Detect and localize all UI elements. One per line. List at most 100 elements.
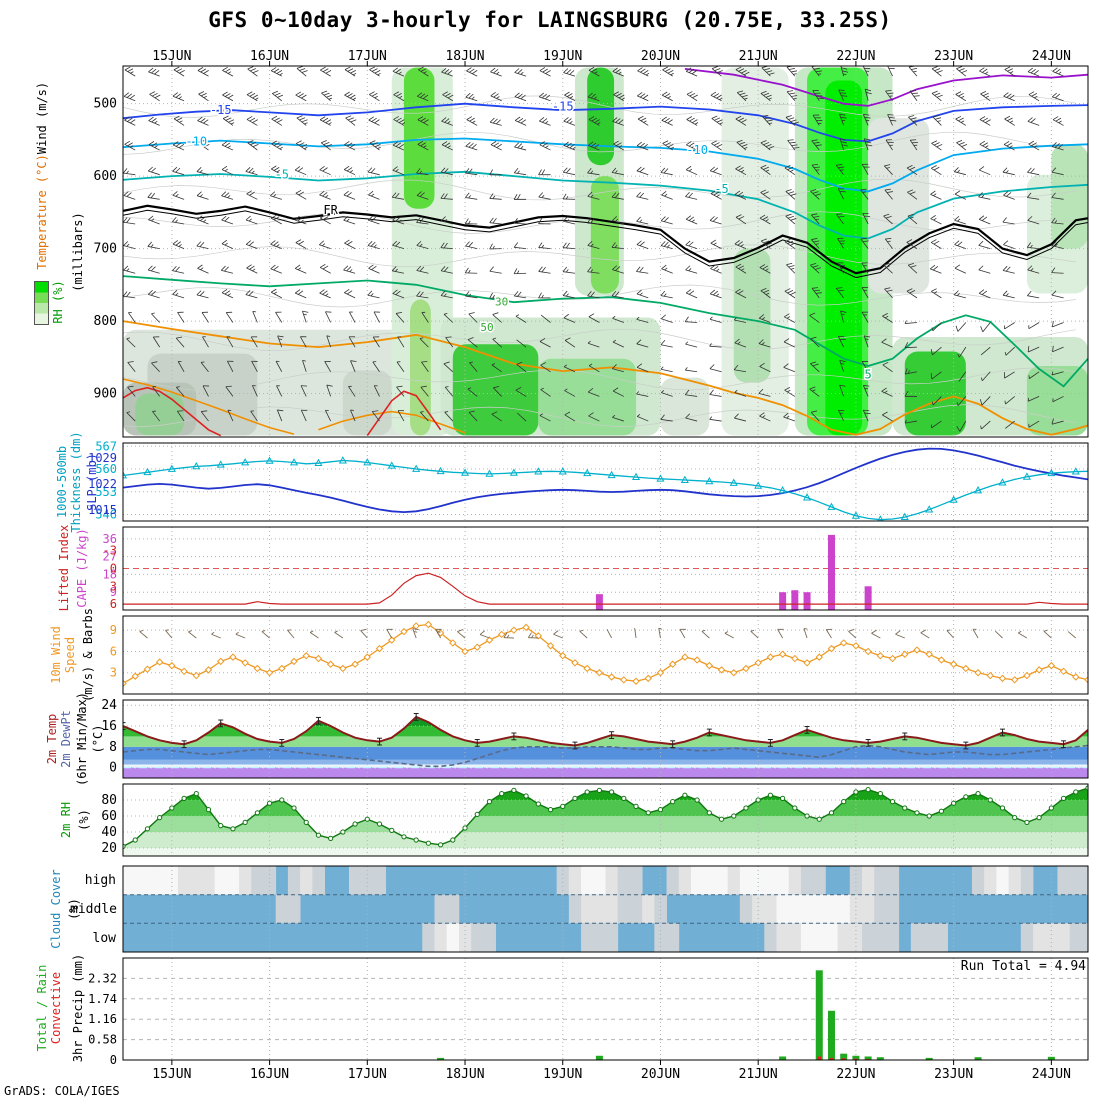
axis-label-degc: (°C) bbox=[91, 724, 105, 754]
svg-text:2.32: 2.32 bbox=[88, 971, 117, 985]
run-total-text: Run Total = 4.94 bbox=[960, 959, 1086, 974]
panel-cloud-axis bbox=[122, 865, 1089, 953]
svg-text:0.58: 0.58 bbox=[88, 1033, 117, 1047]
axis-label-wind10m-1: 10m Wind bbox=[49, 626, 63, 684]
svg-text:16JUN: 16JUN bbox=[250, 1067, 289, 1082]
svg-text:-5: -5 bbox=[714, 182, 728, 196]
axis-label-3hr-precip: 3hr Precip (mm) bbox=[71, 953, 85, 1063]
svg-text:0: 0 bbox=[110, 562, 117, 576]
svg-text:9: 9 bbox=[110, 585, 117, 599]
page-title: GFS 0~10day 3-hourly for LAINGSBURG (20.… bbox=[208, 8, 892, 32]
panel-cloud bbox=[123, 866, 1088, 952]
svg-text:1022: 1022 bbox=[88, 477, 117, 491]
cloud-row-low: low bbox=[92, 931, 116, 946]
svg-text:16: 16 bbox=[101, 719, 117, 734]
svg-text:567: 567 bbox=[95, 439, 117, 453]
axis-label-wind10m-3: (m/s) & Barbs bbox=[81, 608, 95, 702]
axis-label-minmax: (6hr Min/Max) bbox=[75, 692, 89, 786]
svg-text:1029: 1029 bbox=[88, 451, 117, 465]
cloud-row-high: high bbox=[84, 873, 116, 888]
axis-label-lifted-index: Lifted Index bbox=[57, 524, 71, 612]
svg-text:546: 546 bbox=[95, 508, 117, 522]
svg-text:1.16: 1.16 bbox=[88, 1012, 117, 1026]
svg-text:30: 30 bbox=[495, 295, 508, 308]
svg-text:3: 3 bbox=[110, 579, 117, 593]
axis-label-total-rain: Total / Rain bbox=[35, 964, 49, 1052]
svg-text:6: 6 bbox=[110, 644, 117, 658]
cloud-row-middle: middle bbox=[70, 902, 117, 917]
svg-text:24: 24 bbox=[101, 698, 117, 713]
svg-text:-10: -10 bbox=[185, 134, 207, 148]
svg-text:1015: 1015 bbox=[88, 503, 117, 517]
svg-text:-10: -10 bbox=[686, 143, 708, 157]
grads-credit: GrADS: COLA/IGES bbox=[4, 1084, 120, 1098]
panel-temp2m-axis: 24 16 8 0 bbox=[101, 698, 1089, 779]
svg-text:23JUN: 23JUN bbox=[934, 49, 973, 64]
svg-text:-3: -3 bbox=[103, 544, 117, 558]
svg-text:40: 40 bbox=[101, 825, 117, 840]
panel-wind10m-axis: 9 6 3 bbox=[110, 615, 1089, 695]
svg-text:8: 8 bbox=[109, 740, 117, 755]
svg-text:19JUN: 19JUN bbox=[543, 49, 582, 64]
svg-text:24JUN: 24JUN bbox=[1032, 49, 1071, 64]
svg-text:20: 20 bbox=[101, 841, 117, 856]
svg-text:15JUN: 15JUN bbox=[152, 1067, 191, 1082]
svg-text:18JUN: 18JUN bbox=[445, 49, 484, 64]
panel-precip bbox=[123, 958, 1088, 1060]
svg-text:5: 5 bbox=[865, 368, 872, 382]
rh-fill-bands bbox=[123, 788, 1088, 856]
svg-text:20JUN: 20JUN bbox=[641, 1067, 680, 1082]
axis-label-thickness-2: Thickness (dm) bbox=[69, 431, 83, 533]
svg-text:1.74: 1.74 bbox=[88, 992, 117, 1006]
axis-label-rh2m-pct: (%) bbox=[77, 809, 91, 831]
axis-label-millibars: (millibars) bbox=[71, 212, 85, 292]
svg-text:600: 600 bbox=[94, 169, 117, 184]
svg-text:80: 80 bbox=[101, 793, 117, 808]
svg-text:17JUN: 17JUN bbox=[348, 49, 387, 64]
svg-text:18JUN: 18JUN bbox=[445, 1067, 484, 1082]
svg-text:20JUN: 20JUN bbox=[641, 49, 680, 64]
panel-slp-thickness bbox=[123, 443, 1088, 521]
svg-text:23JUN: 23JUN bbox=[934, 1067, 973, 1082]
svg-text:24JUN: 24JUN bbox=[1032, 1067, 1071, 1082]
svg-text:553: 553 bbox=[95, 485, 117, 499]
axis-label-rh: RH (%) bbox=[51, 280, 65, 324]
axis-label-wind: Wind (m/s) bbox=[35, 81, 49, 155]
svg-text:21JUN: 21JUN bbox=[739, 1067, 778, 1082]
svg-text:22JUN: 22JUN bbox=[836, 49, 875, 64]
temp-fill-bands bbox=[123, 716, 1088, 778]
svg-text:27: 27 bbox=[103, 550, 117, 564]
svg-text:6: 6 bbox=[110, 597, 117, 611]
svg-text:22JUN: 22JUN bbox=[836, 1067, 875, 1082]
svg-text:800: 800 bbox=[94, 314, 117, 329]
svg-text:17JUN: 17JUN bbox=[348, 1067, 387, 1082]
axis-label-convective: Convective bbox=[49, 971, 63, 1045]
axis-label-temp2m: 2m Temp bbox=[45, 713, 59, 765]
panel-pressure-axis: 500 600 700 800 900 bbox=[94, 65, 1089, 438]
svg-text:0: 0 bbox=[109, 761, 117, 776]
axis-label-slp: SLP (mb) bbox=[85, 453, 99, 511]
axis-label-cape: CAPE (J/kg) bbox=[75, 528, 89, 608]
svg-text:-5: -5 bbox=[275, 168, 289, 182]
svg-text:900: 900 bbox=[94, 387, 117, 402]
axis-label-cloud-cover: Cloud Cover bbox=[49, 869, 63, 949]
panel-precip-axis: 2.32 1.74 1.16 0.58 0 bbox=[88, 957, 1089, 1067]
svg-text:18: 18 bbox=[103, 567, 117, 581]
svg-text:700: 700 bbox=[94, 242, 117, 257]
svg-text:9: 9 bbox=[110, 623, 117, 637]
svg-text:0: 0 bbox=[110, 1053, 117, 1067]
svg-text:500: 500 bbox=[94, 97, 117, 112]
time-axis: 15JUN 15JUN 16JUN 16JUN 17JUN 17JUN 18JUN 18JUN… bbox=[152, 49, 1071, 1082]
svg-text:3: 3 bbox=[110, 666, 117, 680]
panel-slp-axis: 567 560 553 546 1029 1022 1015 bbox=[88, 439, 1089, 522]
panel-temp2m bbox=[123, 700, 1088, 778]
svg-text:60: 60 bbox=[101, 809, 117, 824]
axis-label-wind10m-2: Speed bbox=[63, 636, 77, 674]
axis-label-dewpt2m: 2m DewPt bbox=[59, 710, 73, 768]
svg-text:15JUN: 15JUN bbox=[152, 49, 191, 64]
svg-text:-15: -15 bbox=[210, 103, 232, 117]
